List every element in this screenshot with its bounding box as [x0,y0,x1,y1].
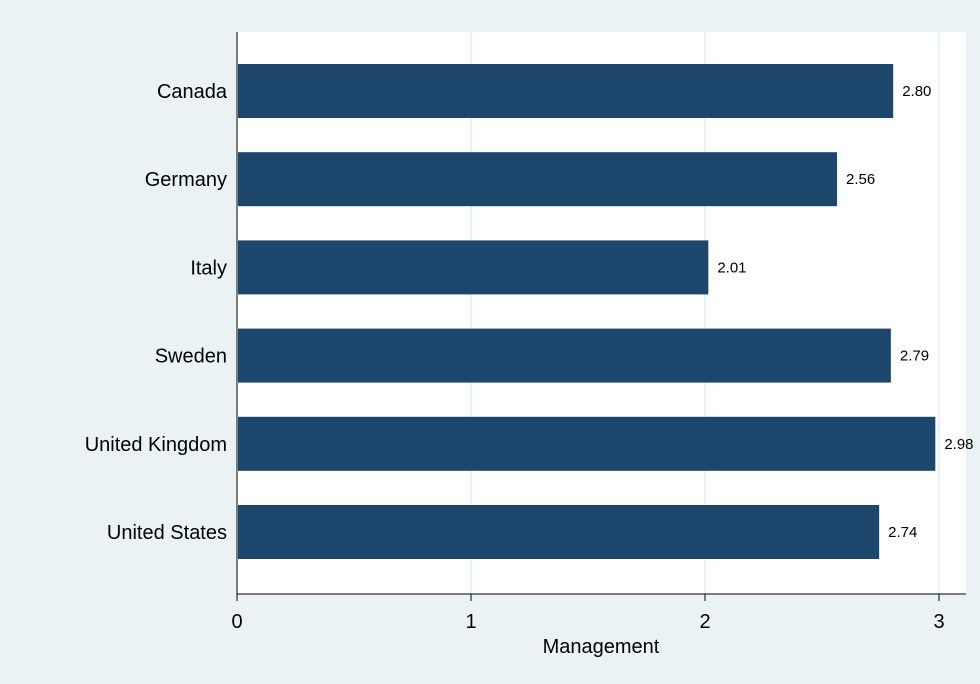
category-label: Canada [157,81,228,103]
value-label: 2.98 [944,436,973,453]
x-tick-label: 0 [231,611,242,633]
category-label: United Kingdom [85,434,227,456]
value-label: 2.80 [902,83,931,100]
value-label: 2.79 [900,348,929,365]
x-tick-label: 1 [465,611,476,633]
x-ticks: 0 1 2 3 [231,594,945,633]
value-labels: 2.80 2.56 2.01 2.79 2.98 2.74 [717,83,973,541]
bar-italy [238,240,709,295]
x-tick-label: 2 [699,611,710,633]
bar-sweden [238,328,891,383]
bar-united-states [238,505,880,559]
category-label: Italy [190,257,227,279]
bar-canada [238,64,894,118]
value-label: 2.74 [888,524,917,541]
category-labels: Canada Germany Italy Sweden United Kingdom Un… [85,81,228,544]
value-label: 2.56 [846,171,875,188]
x-axis-title: Management [543,636,660,658]
category-label: Germany [145,169,227,191]
x-tick-label: 3 [933,611,944,633]
value-label: 2.01 [717,259,746,276]
gridlines [470,32,940,594]
plot-area [237,32,966,594]
category-label: Sweden [155,346,227,368]
bar-united-kingdom [238,416,936,471]
bars [238,64,936,559]
bar-germany [238,152,838,207]
category-label: United States [107,522,227,544]
